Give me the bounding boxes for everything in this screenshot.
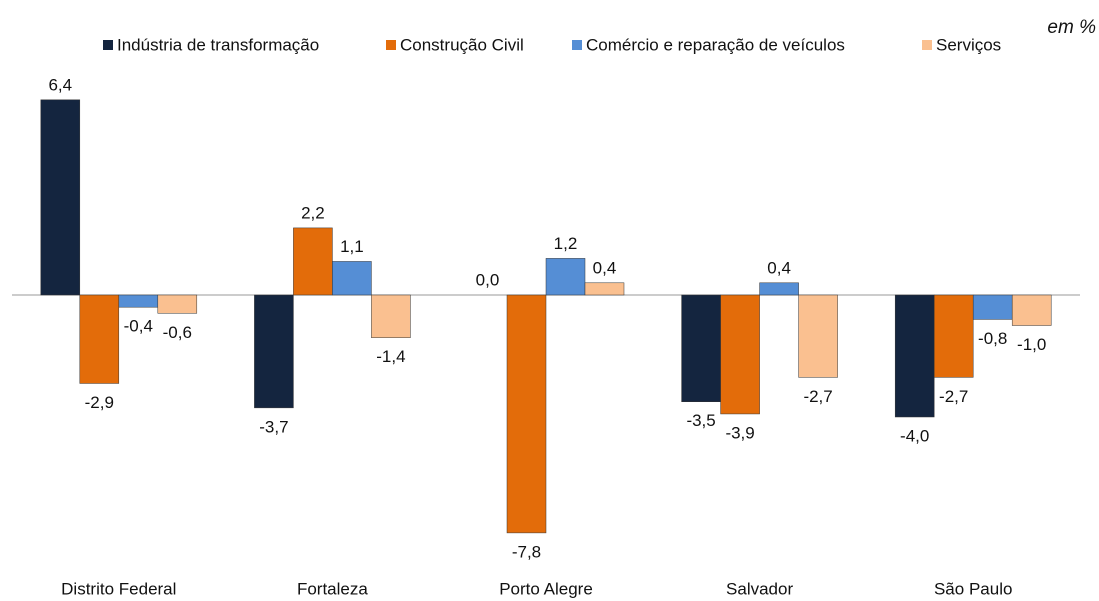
x-tick-label: Salvador xyxy=(726,579,793,598)
bar xyxy=(506,294,547,534)
value-label: -0,6 xyxy=(163,323,192,342)
bar xyxy=(254,294,294,409)
bar xyxy=(933,294,974,378)
value-label: -3,9 xyxy=(725,423,754,442)
value-label: -7,8 xyxy=(512,542,541,561)
bar xyxy=(759,282,799,296)
legend-label: Comércio e reparação de veículos xyxy=(586,35,845,54)
legend-swatch xyxy=(922,40,932,50)
value-label: 1,1 xyxy=(340,237,364,256)
x-tick-label: São Paulo xyxy=(934,579,1012,598)
value-label: -3,5 xyxy=(686,411,715,430)
bar xyxy=(584,282,625,296)
bar xyxy=(1011,294,1052,326)
value-label: -2,9 xyxy=(85,393,114,412)
value-label: -1,4 xyxy=(376,347,405,366)
legend-label: Serviços xyxy=(936,35,1001,54)
bar xyxy=(894,294,935,418)
legend-swatch xyxy=(103,40,113,50)
value-label: 0,0 xyxy=(476,270,500,289)
value-label: -4,0 xyxy=(900,426,929,445)
unit-note: em % xyxy=(1047,17,1096,38)
bar xyxy=(972,294,1013,320)
bar xyxy=(371,294,411,338)
value-label: 2,2 xyxy=(301,203,325,222)
value-label: -0,8 xyxy=(978,329,1007,348)
legend-swatch xyxy=(386,40,396,50)
legend-swatch xyxy=(572,40,582,50)
value-label: -1,0 xyxy=(1017,335,1046,354)
bar xyxy=(293,227,333,296)
value-label: 6,4 xyxy=(48,75,72,94)
value-label: -0,4 xyxy=(124,317,153,336)
bar xyxy=(681,294,721,402)
x-tick-label: Fortaleza xyxy=(297,579,368,598)
bar xyxy=(157,294,198,314)
legend-label: Indústria de transformação xyxy=(117,35,319,54)
legend-label: Construção Civil xyxy=(400,35,524,54)
bar xyxy=(332,261,372,296)
x-tick-label: Distrito Federal xyxy=(61,579,176,598)
value-label: -3,7 xyxy=(259,417,288,436)
bar xyxy=(545,258,586,296)
bar xyxy=(79,294,120,384)
value-label: -2,7 xyxy=(939,387,968,406)
value-label: 1,2 xyxy=(554,234,578,253)
bar xyxy=(798,294,838,378)
value-label: 0,4 xyxy=(593,258,617,277)
value-label: -2,7 xyxy=(803,387,832,406)
x-tick-label: Porto Alegre xyxy=(499,579,593,598)
bar xyxy=(40,99,81,296)
value-label: 0,4 xyxy=(767,258,791,277)
bar xyxy=(720,294,760,415)
bar xyxy=(118,294,159,308)
